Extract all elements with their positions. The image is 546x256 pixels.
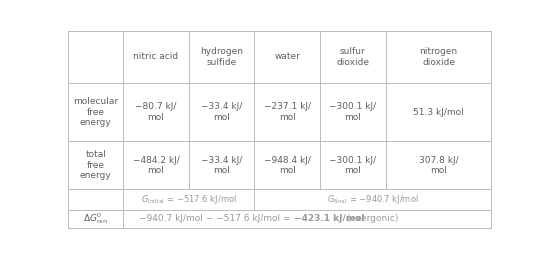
- Text: total
free
energy: total free energy: [80, 150, 111, 180]
- Text: 307.8 kJ/
mol: 307.8 kJ/ mol: [419, 156, 458, 175]
- Text: nitrogen
dioxide: nitrogen dioxide: [419, 47, 458, 67]
- Text: molecular
free
energy: molecular free energy: [73, 97, 118, 127]
- Text: −940.7 kJ/mol − −517.6 kJ/mol =: −940.7 kJ/mol − −517.6 kJ/mol =: [139, 215, 294, 223]
- Text: hydrogen
sulfide: hydrogen sulfide: [200, 47, 243, 67]
- Text: −33.4 kJ/
mol: −33.4 kJ/ mol: [201, 156, 242, 175]
- Text: 51.3 kJ/mol: 51.3 kJ/mol: [413, 108, 464, 116]
- Text: $\Delta G^0_\mathrm{rxn}$: $\Delta G^0_\mathrm{rxn}$: [83, 211, 108, 226]
- Text: −948.4 kJ/
mol: −948.4 kJ/ mol: [264, 156, 311, 175]
- Text: −80.7 kJ/
mol: −80.7 kJ/ mol: [135, 102, 177, 122]
- Text: $G_\mathrm{final}$ = −940.7 kJ/mol: $G_\mathrm{final}$ = −940.7 kJ/mol: [327, 193, 419, 206]
- Text: −237.1 kJ/
mol: −237.1 kJ/ mol: [264, 102, 311, 122]
- Text: water: water: [274, 52, 300, 61]
- Text: nitric acid: nitric acid: [133, 52, 179, 61]
- Text: (exergonic): (exergonic): [344, 215, 398, 223]
- Text: −423.1 kJ/mol: −423.1 kJ/mol: [294, 215, 364, 223]
- Text: sulfur
dioxide: sulfur dioxide: [336, 47, 369, 67]
- Text: −33.4 kJ/
mol: −33.4 kJ/ mol: [201, 102, 242, 122]
- Text: −300.1 kJ/
mol: −300.1 kJ/ mol: [329, 102, 376, 122]
- Text: $G_\mathrm{initial}$ = −517.6 kJ/mol: $G_\mathrm{initial}$ = −517.6 kJ/mol: [141, 193, 237, 206]
- Text: −484.2 kJ/
mol: −484.2 kJ/ mol: [133, 156, 180, 175]
- Text: −300.1 kJ/
mol: −300.1 kJ/ mol: [329, 156, 376, 175]
